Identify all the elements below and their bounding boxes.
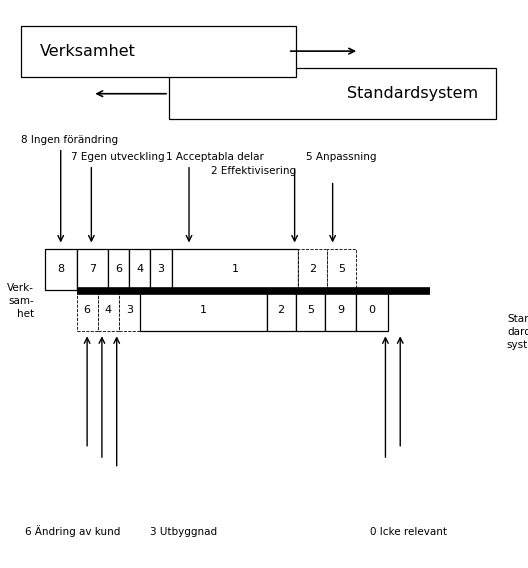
- Text: 1: 1: [200, 305, 207, 315]
- Text: 2: 2: [278, 305, 285, 315]
- Bar: [267, 290, 296, 331]
- Text: 7: 7: [89, 264, 96, 274]
- Bar: [45, 249, 77, 290]
- Text: Standardsystem: Standardsystem: [347, 86, 478, 101]
- Text: 6 Ändring av kund: 6 Ändring av kund: [25, 525, 121, 537]
- Bar: [356, 290, 388, 331]
- Text: 6: 6: [115, 264, 122, 274]
- Text: 3: 3: [157, 264, 165, 274]
- Text: 1 Acceptabla delar: 1 Acceptabla delar: [166, 152, 264, 162]
- Text: 5: 5: [307, 305, 314, 315]
- Text: 4: 4: [136, 264, 144, 274]
- Bar: [325, 290, 356, 331]
- Bar: [108, 249, 129, 290]
- Text: 9: 9: [337, 305, 344, 315]
- Bar: [169, 68, 496, 119]
- Bar: [327, 249, 356, 290]
- Text: 6: 6: [83, 305, 91, 315]
- Text: 7 Egen utveckling: 7 Egen utveckling: [71, 152, 165, 162]
- Bar: [98, 290, 119, 331]
- Text: 2: 2: [309, 264, 316, 274]
- Text: 1: 1: [231, 264, 239, 274]
- Bar: [77, 290, 98, 331]
- Text: 8: 8: [57, 264, 64, 274]
- Text: 4: 4: [105, 305, 112, 315]
- Text: 0 Icke relevant: 0 Icke relevant: [370, 527, 447, 537]
- Bar: [129, 249, 150, 290]
- Bar: [150, 249, 172, 290]
- Text: 8 Ingen förändring: 8 Ingen förändring: [21, 135, 118, 145]
- Bar: [77, 249, 108, 290]
- Text: 3: 3: [126, 305, 133, 315]
- Bar: [119, 290, 140, 331]
- Bar: [298, 249, 327, 290]
- Text: 0: 0: [369, 305, 376, 315]
- Bar: [140, 290, 267, 331]
- Bar: [21, 26, 296, 77]
- Text: 3 Utbyggnad: 3 Utbyggnad: [150, 527, 218, 537]
- Text: 5: 5: [338, 264, 345, 274]
- Text: 2 Effektivisering: 2 Effektivisering: [211, 166, 296, 176]
- Text: 5 Anpassning: 5 Anpassning: [306, 152, 377, 162]
- Text: Stan-
dard-
system: Stan- dard- system: [507, 314, 528, 350]
- Text: Verk-
sam-
het: Verk- sam- het: [7, 283, 34, 319]
- Text: Verksamhet: Verksamhet: [40, 44, 136, 59]
- Bar: [172, 249, 298, 290]
- Bar: [296, 290, 325, 331]
